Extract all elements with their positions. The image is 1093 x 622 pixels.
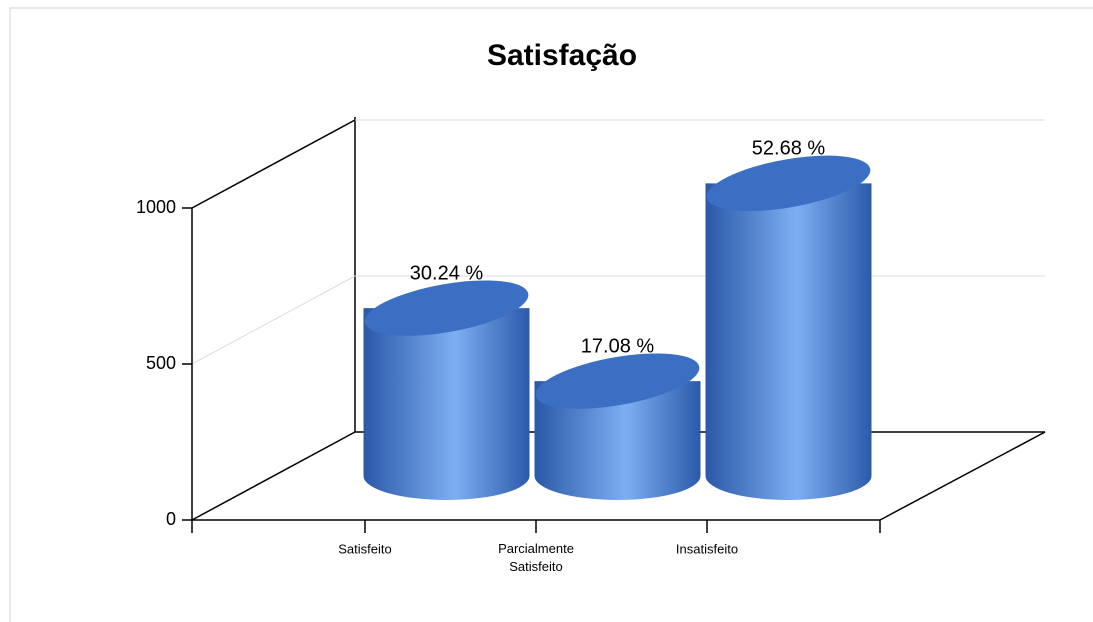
- data-label: 17.08 %: [581, 335, 655, 357]
- data-label: 30.24 %: [410, 262, 484, 284]
- cylinder-top: [364, 280, 529, 336]
- cylinder-top: [706, 155, 871, 212]
- cylinder-body: [705, 183, 872, 500]
- y-tick-label: 0: [166, 509, 176, 529]
- x-tick-label-line: Parcialmente: [498, 541, 574, 556]
- x-tick-label: Insatisfeito: [676, 541, 738, 556]
- y-tick-label: 1000: [136, 197, 176, 217]
- wall-edge: [191, 119, 356, 209]
- cylinder: [705, 155, 872, 500]
- x-tick-label: Satisfeito: [338, 541, 391, 556]
- data-label: 52.68 %: [752, 138, 826, 160]
- chart-title: Satisfação: [487, 39, 637, 72]
- cylinder-top: [535, 353, 700, 409]
- x-tick-label: Parcialmente Satisfeito: [498, 541, 574, 574]
- cylinder-body: [534, 381, 701, 500]
- x-tick-label-line: Satisfeito: [509, 559, 562, 574]
- cylinder-body: [363, 308, 530, 500]
- cylinder: [534, 353, 701, 500]
- y-tick-label: 500: [146, 353, 176, 373]
- frame: [9, 7, 1093, 622]
- cylinder: [363, 280, 530, 500]
- grid-line: [191, 275, 356, 365]
